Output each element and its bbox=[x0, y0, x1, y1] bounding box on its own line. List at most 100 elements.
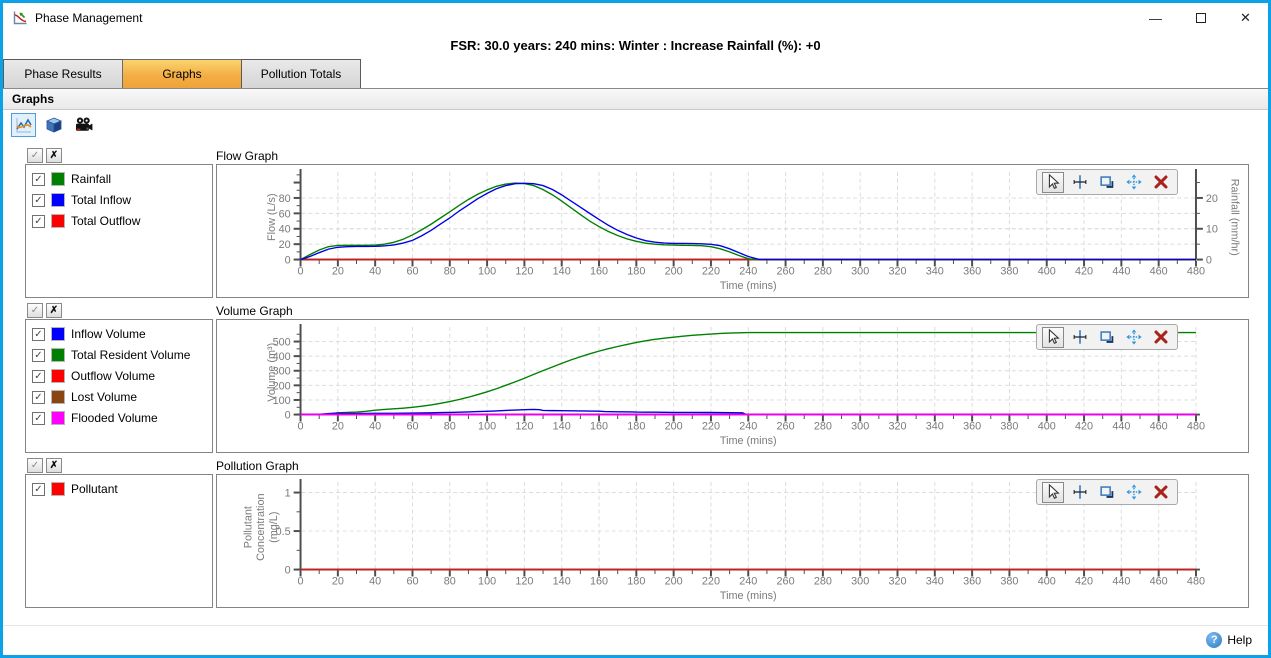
close-button[interactable]: ✕ bbox=[1223, 3, 1268, 33]
data-cursor-tool-button[interactable] bbox=[1069, 327, 1091, 348]
zoom-region-tool-button[interactable] bbox=[1096, 327, 1118, 348]
legend-controls: ✓ ✗ bbox=[25, 148, 216, 163]
tab-phase-results[interactable]: Phase Results bbox=[3, 59, 123, 88]
legend-item-label: Flooded Volume bbox=[71, 411, 158, 425]
check-all-icon: ✓ bbox=[30, 304, 40, 316]
svg-text:120: 120 bbox=[515, 265, 533, 277]
legend-item-label: Lost Volume bbox=[71, 390, 138, 404]
minimize-button[interactable]: — bbox=[1133, 3, 1178, 33]
pointer-tool-button[interactable] bbox=[1042, 171, 1064, 193]
legend-item-lost-volume: ✓ Lost Volume bbox=[26, 385, 212, 406]
svg-text:80: 80 bbox=[444, 575, 456, 587]
legend-checkbox[interactable]: ✓ bbox=[32, 411, 45, 425]
svg-text:420: 420 bbox=[1075, 265, 1093, 277]
titlebar: Phase Management — ✕ bbox=[3, 3, 1268, 33]
legend-uncheck-all-button[interactable]: ✗ bbox=[46, 458, 62, 473]
chart-canvas[interactable]: 0 20 40 60 80 100 120 140 160 180 200 220 240 260 280 3… bbox=[217, 320, 1248, 452]
remove-graph-button[interactable] bbox=[1150, 327, 1172, 348]
legend-check-all-button[interactable]: ✓ bbox=[27, 458, 43, 473]
svg-text:500: 500 bbox=[273, 336, 291, 348]
chart-canvas[interactable]: 0 20 40 60 80 100 120 140 160 180 200 220 240 260 280 3… bbox=[217, 475, 1248, 607]
uncheck-all-icon: ✗ bbox=[49, 459, 59, 471]
remove-graph-button[interactable] bbox=[1150, 172, 1172, 193]
maximize-button[interactable] bbox=[1178, 3, 1223, 33]
graph-panel: 0 20 40 60 80 100 120 140 160 180 200 220 240 260 280 3… bbox=[216, 319, 1249, 453]
legend-item-total-inflow: ✓ Total Inflow bbox=[26, 188, 212, 209]
phase-summary-header: FSR: 30.0 years: 240 mins: Winter : Incr… bbox=[450, 38, 821, 53]
svg-text:300: 300 bbox=[851, 265, 869, 277]
graph-3d-view-button[interactable] bbox=[41, 113, 66, 137]
svg-text:200: 200 bbox=[273, 380, 291, 392]
tab-pollution-totals[interactable]: Pollution Totals bbox=[241, 59, 361, 88]
svg-text:480: 480 bbox=[1187, 420, 1205, 432]
svg-text:280: 280 bbox=[814, 575, 832, 587]
legend-uncheck-all-button[interactable]: ✗ bbox=[46, 148, 62, 163]
close-icon: ✕ bbox=[1240, 10, 1251, 25]
legend-item-label: Total Inflow bbox=[71, 193, 132, 207]
legend-checkbox[interactable]: ✓ bbox=[32, 214, 45, 228]
data-cursor-tool-button[interactable] bbox=[1069, 482, 1091, 503]
graph-rows: ✓ ✗ Flow Graph ✓ Rainfall ✓ Total Inflow ✓ To… bbox=[3, 140, 1268, 608]
svg-text:0.5: 0.5 bbox=[276, 526, 291, 538]
svg-text:140: 140 bbox=[553, 575, 571, 587]
svg-text:280: 280 bbox=[814, 420, 832, 432]
svg-text:340: 340 bbox=[926, 420, 944, 432]
svg-text:400: 400 bbox=[1038, 575, 1056, 587]
pan-tool-button[interactable] bbox=[1123, 172, 1145, 193]
svg-text:100: 100 bbox=[273, 395, 291, 407]
svg-text:300: 300 bbox=[273, 366, 291, 378]
legend-check-all-button[interactable]: ✓ bbox=[27, 148, 43, 163]
legend-uncheck-all-button[interactable]: ✗ bbox=[46, 303, 62, 318]
svg-text:0: 0 bbox=[298, 575, 304, 587]
help-button[interactable]: ? Help bbox=[1206, 632, 1252, 648]
legend-checkbox[interactable]: ✓ bbox=[32, 390, 45, 404]
legend-checkbox[interactable]: ✓ bbox=[32, 327, 45, 341]
svg-text:200: 200 bbox=[665, 575, 683, 587]
legend-checkbox[interactable]: ✓ bbox=[32, 348, 45, 362]
svg-text:10: 10 bbox=[1206, 224, 1218, 236]
svg-text:200: 200 bbox=[665, 265, 683, 277]
svg-text:Flow (L/s): Flow (L/s) bbox=[266, 193, 278, 241]
svg-text:460: 460 bbox=[1150, 420, 1168, 432]
legend-checkbox[interactable]: ✓ bbox=[32, 193, 45, 207]
pointer-tool-button[interactable] bbox=[1042, 481, 1064, 503]
legend-checkbox[interactable]: ✓ bbox=[32, 172, 45, 186]
graph-row-volume-graph: ✓ ✗ Volume Graph ✓ Inflow Volume ✓ Total Re… bbox=[25, 301, 1268, 453]
pan-tool-button[interactable] bbox=[1123, 482, 1145, 503]
legend-checkbox[interactable]: ✓ bbox=[32, 482, 45, 496]
video-export-button[interactable] bbox=[71, 113, 96, 137]
pointer-tool-button[interactable] bbox=[1042, 326, 1064, 348]
zoom-region-tool-button[interactable] bbox=[1096, 172, 1118, 193]
svg-text:220: 220 bbox=[702, 575, 720, 587]
legend-check-all-button[interactable]: ✓ bbox=[27, 303, 43, 318]
svg-text:240: 240 bbox=[739, 265, 757, 277]
pan-tool-button[interactable] bbox=[1123, 327, 1145, 348]
svg-text:260: 260 bbox=[777, 265, 795, 277]
line-chart-icon bbox=[15, 118, 32, 133]
help-icon: ? bbox=[1206, 632, 1223, 648]
legend-checkbox[interactable]: ✓ bbox=[32, 369, 45, 383]
data-cursor-tool-button[interactable] bbox=[1069, 172, 1091, 193]
svg-text:400: 400 bbox=[273, 351, 291, 363]
svg-text:20: 20 bbox=[1206, 193, 1218, 205]
svg-text:360: 360 bbox=[963, 575, 981, 587]
remove-graph-button[interactable] bbox=[1150, 482, 1172, 503]
legend-item-rainfall: ✓ Rainfall bbox=[26, 167, 212, 188]
legend-item-label: Outflow Volume bbox=[71, 369, 156, 383]
legend-item-flooded-volume: ✓ Flooded Volume bbox=[26, 406, 212, 427]
svg-text:280: 280 bbox=[814, 265, 832, 277]
uncheck-all-icon: ✗ bbox=[49, 149, 59, 161]
svg-text:Time (mins): Time (mins) bbox=[720, 435, 777, 447]
chart-canvas[interactable]: 0 20 40 60 80 100 120 140 160 180 200 220 240 260 280 3… bbox=[217, 165, 1248, 297]
zoom-region-tool-button[interactable] bbox=[1096, 482, 1118, 503]
video-camera-icon bbox=[76, 117, 93, 131]
delete-icon bbox=[1154, 330, 1168, 344]
svg-text:0: 0 bbox=[298, 265, 304, 277]
svg-text:100: 100 bbox=[478, 420, 496, 432]
svg-text:380: 380 bbox=[1000, 420, 1018, 432]
check-all-icon: ✓ bbox=[30, 149, 40, 161]
tab-graphs[interactable]: Graphs bbox=[122, 59, 242, 88]
line-graph-view-button[interactable] bbox=[11, 113, 36, 137]
svg-text:400: 400 bbox=[1038, 420, 1056, 432]
svg-text:140: 140 bbox=[553, 420, 571, 432]
